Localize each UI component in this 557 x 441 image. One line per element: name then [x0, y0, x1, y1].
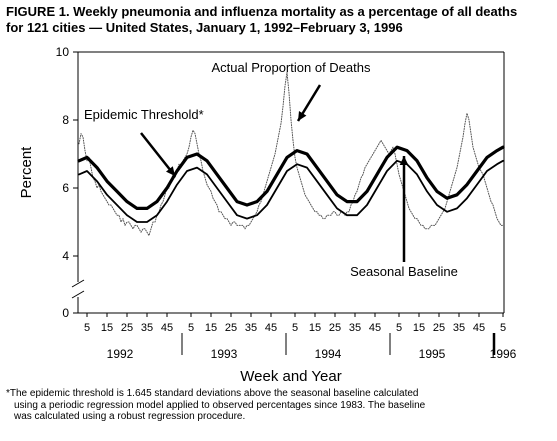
- footnote-line: *The epidemic threshold is 1.645 standar…: [6, 388, 419, 399]
- x-tick-label: 5: [292, 322, 298, 334]
- y-axis-break-mark: [71, 279, 85, 288]
- annotation-arrow-head: [399, 156, 409, 166]
- x-tick-label: 45: [161, 322, 173, 334]
- x-tick-label: 25: [225, 322, 237, 334]
- year-label: 1995: [419, 347, 446, 361]
- y-tick-label: 8: [62, 113, 69, 127]
- x-tick-label: 35: [141, 322, 153, 334]
- y-axis-title: Percent: [18, 146, 35, 199]
- annotation-arrow-shaft: [140, 132, 176, 177]
- mortality-line-chart: 0 4 6 8 10 Percent 5 15 25 35 45 1992 5 15 25 35 45 1993 5…: [18, 45, 517, 385]
- series-line-seasonal-baseline: [78, 159, 504, 223]
- year-label: 1994: [315, 347, 342, 361]
- x-tick-label: 45: [473, 322, 485, 334]
- annotation-layer: Actual Proportion of Deaths Epidemic Thre…: [84, 60, 458, 279]
- x-tick-label: 35: [349, 322, 361, 334]
- y-tick-label: 6: [62, 181, 69, 195]
- annotation-epidemic-threshold: Epidemic Threshold*: [84, 107, 204, 122]
- x-tick-label: 25: [329, 322, 341, 334]
- x-tick-label: 15: [413, 322, 425, 334]
- y-tick-label: 4: [62, 249, 69, 263]
- x-axis-title: Week and Year: [240, 368, 341, 385]
- year-label: 1992: [107, 347, 134, 361]
- x-tick-label: 35: [245, 322, 257, 334]
- x-tick-label: 15: [205, 322, 217, 334]
- x-tick-label: 45: [265, 322, 277, 334]
- y-tick-label: 0: [62, 306, 69, 320]
- x-tick-label: 35: [453, 322, 465, 334]
- series-layer: [77, 71, 505, 237]
- year-label: 1993: [211, 347, 238, 361]
- x-tick-label: 15: [101, 322, 113, 334]
- x-tick-label: 25: [121, 322, 133, 334]
- annotation-arrow-head: [298, 111, 307, 121]
- footnote-line: using a periodic regression model applie…: [14, 399, 426, 411]
- chart-axes: 0 4 6 8 10 Percent 5 15 25 35 45 1992 5 15 25 35 45 1993 5…: [18, 45, 517, 385]
- series-line-actual-proportion-of-deaths: [78, 71, 504, 237]
- footnote-line: was calculated using a robust regression…: [14, 411, 246, 422]
- annotation-seasonal-baseline: Seasonal Baseline: [350, 264, 458, 279]
- figure-title-line: FIGURE 1. Weekly pneumonia and influenza…: [6, 4, 518, 19]
- x-tick-label: 5: [396, 322, 402, 334]
- x-tick-label: 25: [433, 322, 445, 334]
- annotation-actual-proportion-of-deaths: Actual Proportion of Deaths: [212, 60, 371, 75]
- figure-title-line: for 121 cities — United States, January …: [6, 20, 403, 35]
- y-tick-label: 10: [56, 45, 70, 59]
- figure-title: FIGURE 1. Weekly pneumonia and influenza…: [6, 4, 551, 36]
- x-tick-label: 5: [188, 322, 194, 334]
- series-line-epidemic-threshold: [77, 145, 505, 210]
- figure-footnote: *The epidemic threshold is 1.645 standar…: [6, 388, 551, 423]
- x-tick-label: 45: [369, 322, 381, 334]
- x-tick-label: 5: [500, 322, 506, 334]
- annotation-arrow-head: [166, 166, 175, 176]
- x-tick-label: 5: [84, 322, 90, 334]
- y-axis-break-mark: [71, 290, 85, 299]
- x-tick-label: 15: [309, 322, 321, 334]
- year-label: 1996: [490, 347, 517, 361]
